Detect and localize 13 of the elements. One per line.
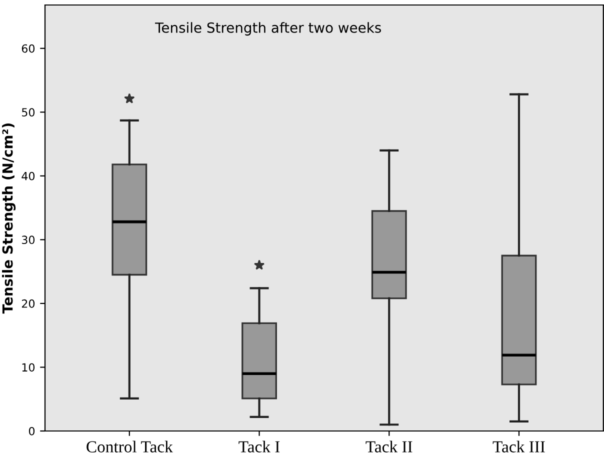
y-axis-title: Tensile Strength (N/cm²) <box>2 124 16 314</box>
y-tick-label: 10 <box>22 363 35 372</box>
x-tick-label: Tack I <box>238 440 280 452</box>
y-tick-label: 40 <box>22 172 35 180</box>
x-tick-label: Control Tack <box>86 440 173 452</box>
x-tick-label: Tack III <box>492 440 545 452</box>
y-tick-label: 0 <box>28 426 35 436</box>
y-tick-label: 60 <box>22 44 35 53</box>
y-tick-label: 20 <box>22 299 35 308</box>
y-tick-label: 50 <box>22 108 35 117</box>
y-tick-label: 30 <box>22 236 35 244</box>
x-tick-label: Tack II <box>366 440 412 452</box>
text: Tensile Strength after two weeks <box>155 22 381 36</box>
